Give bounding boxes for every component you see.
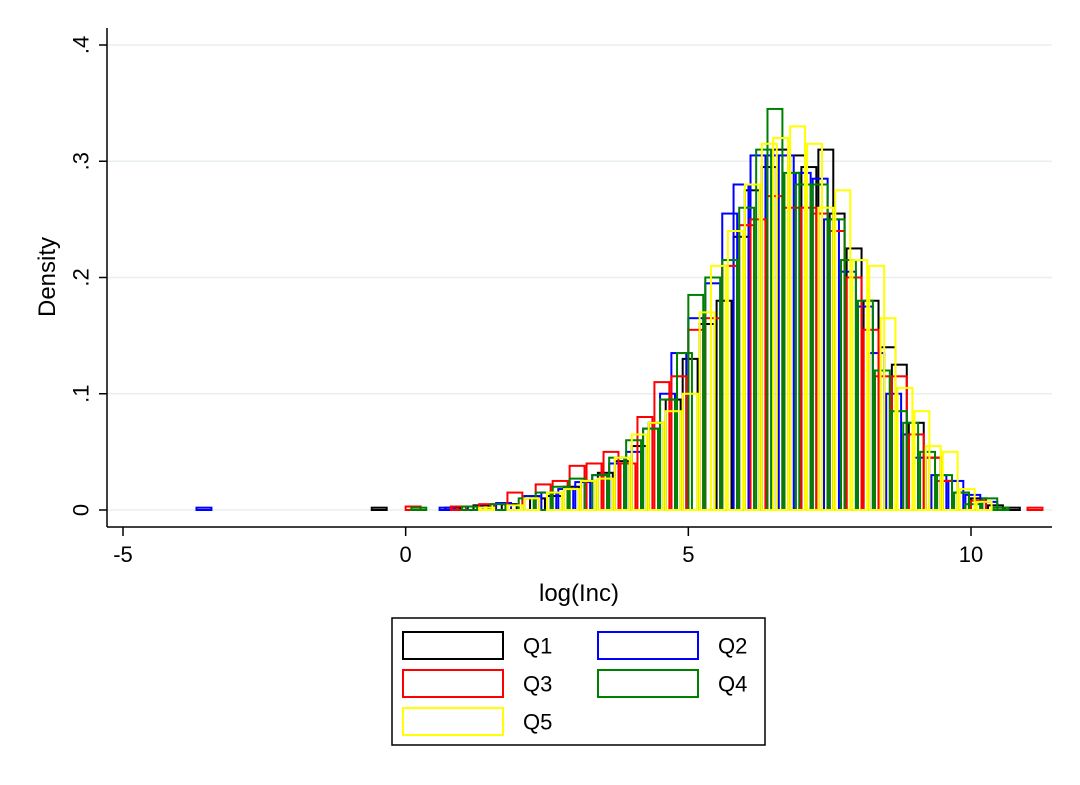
- legend-label-q3: Q3: [523, 672, 552, 697]
- bar-q5-16: [760, 142, 778, 511]
- bar-q2-0: [195, 506, 213, 511]
- x-tick-label-0: -5: [113, 542, 133, 567]
- bar-q1-34: [1003, 506, 1021, 511]
- bar-q5-26: [913, 410, 931, 511]
- y-tick-label-0: 0: [69, 504, 94, 516]
- bar-q5-13: [709, 264, 727, 511]
- bar-q5-6: [596, 477, 614, 511]
- bar-q5-24: [879, 317, 897, 511]
- bar-q3-32: [1026, 506, 1044, 511]
- legend-swatch-q4: [597, 669, 699, 698]
- bar-q4-1: [461, 505, 479, 512]
- bar-q5-1: [506, 504, 524, 512]
- bar-q1-0: [370, 506, 388, 511]
- bar-q5-5: [579, 479, 597, 511]
- y-tick-label-1: .1: [69, 385, 94, 403]
- bar-q5-20: [817, 206, 835, 511]
- bar-q5-14: [726, 230, 744, 511]
- bar-q4-33: [992, 506, 1010, 511]
- y-tick-label-3: .3: [69, 152, 94, 170]
- bar-q2-1: [438, 506, 456, 511]
- x-axis-title: log(Inc): [539, 580, 619, 607]
- bar-q5-9: [647, 421, 665, 511]
- bar-q5-22: [851, 259, 869, 511]
- bar-q5-27: [924, 445, 942, 511]
- bar-q5-23: [868, 264, 886, 511]
- bar-q5-28: [941, 450, 959, 511]
- x-tick-label-3: 10: [959, 542, 983, 567]
- histogram-bars: [195, 107, 1044, 512]
- legend-label-q2: Q2: [718, 634, 747, 659]
- legend-swatch-q5: [402, 707, 504, 736]
- bar-q5-10: [664, 410, 682, 511]
- legend-swatch-q1: [402, 631, 504, 660]
- series-q5: [478, 125, 993, 512]
- y-axis-title: Density: [34, 237, 61, 317]
- bar-q5-12: [698, 311, 716, 511]
- bar-q5-21: [834, 189, 852, 511]
- legend-swatch-q3: [402, 669, 504, 698]
- bar-q5-7: [613, 456, 631, 511]
- bar-q5-0: [478, 506, 496, 511]
- legend-box: [391, 617, 766, 746]
- bar-q5-11: [681, 392, 699, 511]
- bar-q5-2: [523, 497, 541, 511]
- y-tick-label-2: .2: [69, 268, 94, 286]
- bar-q5-25: [896, 386, 914, 511]
- legend: Q1 Q2 Q3 Q4 Q5: [391, 617, 766, 746]
- bar-q4-4: [534, 491, 552, 511]
- bar-q5-19: [806, 142, 823, 511]
- axes: 0 .1 .2 .3 .4 -5 0 5 10: [69, 28, 1052, 567]
- legend-label-q4: Q4: [718, 672, 747, 697]
- bar-q5-15: [743, 183, 761, 511]
- bar-q5-3: [546, 491, 563, 511]
- legend-swatch-q2: [597, 631, 699, 660]
- bar-q3-1: [449, 505, 467, 512]
- bar-q5-30: [975, 500, 993, 511]
- y-tick-label-4: .4: [69, 36, 94, 54]
- bar-q4-0: [410, 506, 428, 511]
- bar-q5-4: [562, 488, 580, 512]
- bar-q5-17: [772, 137, 790, 511]
- legend-label-q5: Q5: [523, 710, 552, 735]
- bar-q5-29: [958, 488, 976, 512]
- bar-q5-18: [789, 125, 807, 511]
- legend-label-q1: Q1: [523, 634, 552, 659]
- bar-q5-8: [630, 433, 648, 511]
- x-tick-label-2: 5: [682, 542, 694, 567]
- x-tick-label-1: 0: [400, 542, 412, 567]
